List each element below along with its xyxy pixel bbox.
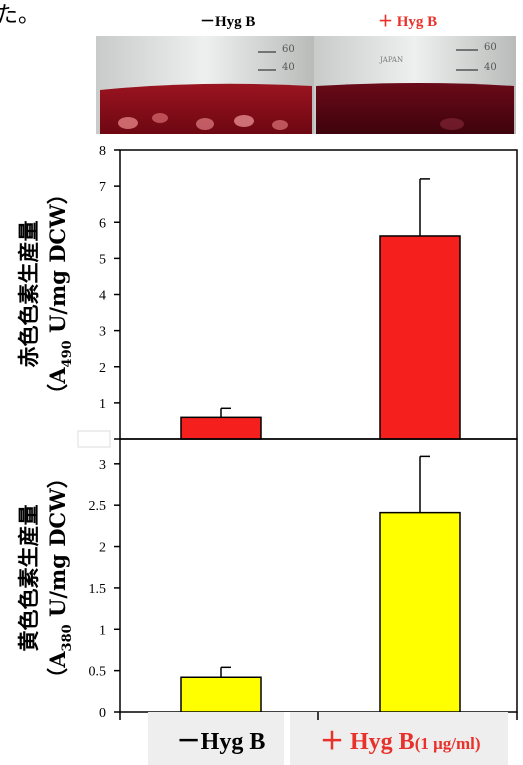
y-tick-label: 3	[99, 458, 106, 473]
category-divider	[284, 712, 290, 765]
flask-print: JAPAN	[379, 56, 403, 64]
y-axis-title: 黄色色素生産量	[16, 505, 41, 652]
y-tick-label: 8	[99, 144, 106, 159]
mycelium-pellet	[152, 113, 168, 123]
panel-gap	[77, 430, 111, 448]
table-surface	[96, 134, 516, 140]
graduation-label: 40	[484, 62, 497, 73]
category-background	[148, 712, 508, 765]
yellow-pigment-panel: 0 0.5 1 1.5 2 2.5 3 黄色色素生産量 （A380 U/mg DCW）	[16, 438, 518, 721]
y-tick-label: 2	[99, 541, 106, 556]
y-tick-label: 1	[99, 397, 106, 412]
mycelium-pellet	[440, 118, 464, 130]
red-culture-left	[100, 83, 312, 134]
bar	[180, 416, 262, 440]
y-tick-label: 5	[99, 252, 106, 267]
y-axis: 0 0.5 1 1.5 2 2.5 3	[89, 458, 120, 721]
mycelium-pellet	[272, 120, 288, 130]
category-strip: －Hyg B ＋ Hyg B(1 μg/ml)	[119, 712, 518, 765]
photo-label-minus: －Hyg B	[200, 14, 255, 30]
photo-label-plus: ＋ Hyg B	[378, 14, 437, 30]
category-label-minus: －Hyg B	[177, 729, 266, 755]
y-tick-label: 6	[99, 216, 106, 231]
y-axis-label: 黄色色素生産量 （A380 U/mg DCW）	[16, 467, 75, 688]
category-label-plus: ＋ Hyg B(1 μg/ml)	[320, 729, 481, 755]
y-axis-label: 赤色色素生産量 （A490 U/mg DCW）	[16, 183, 75, 404]
y-tick-label: 0	[99, 706, 106, 721]
y-tick-label: 0.5	[89, 665, 107, 680]
bar	[379, 511, 461, 713]
y-axis-title: 赤色色素生産量	[16, 221, 41, 368]
red-pigment-panel: 1 2 3 4 5 6 7 8 赤色色素生産量 （A490 U/mg DCW）	[16, 144, 518, 440]
mycelium-pellet	[118, 117, 138, 129]
y-tick-label: 2	[99, 361, 106, 376]
y-tick-label: 7	[99, 180, 106, 195]
mycelium-pellet	[234, 115, 254, 127]
y-tick-label: 3	[99, 325, 106, 340]
y-tick-label: 4	[99, 289, 106, 304]
y-tick-label: 1	[99, 623, 106, 638]
red-culture-right	[316, 83, 514, 134]
mycelium-pellet	[196, 118, 214, 130]
y-axis-unit: （A380 U/mg DCW）	[45, 467, 75, 688]
graduation-label: 40	[282, 62, 295, 73]
y-axis: 1 2 3 4 5 6 7 8	[99, 144, 120, 440]
graduation-label: 60	[282, 44, 295, 55]
y-tick-label: 2.5	[89, 499, 107, 514]
graduation-label: 60	[484, 42, 497, 53]
bar	[180, 676, 262, 713]
y-axis-unit: （A490 U/mg DCW）	[45, 183, 75, 404]
bars	[180, 455, 461, 713]
bars	[180, 178, 461, 440]
corner-text: た。	[0, 3, 40, 28]
y-tick-label: 1.5	[89, 582, 107, 597]
bar	[379, 235, 461, 440]
flask-photo: 60 40 60 40 JAPAN	[96, 36, 516, 140]
